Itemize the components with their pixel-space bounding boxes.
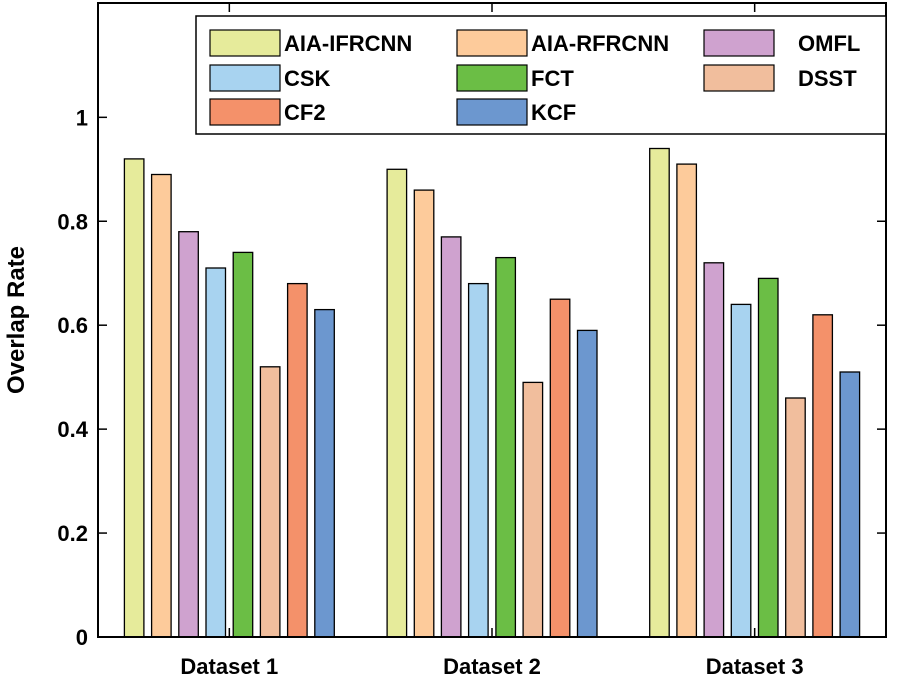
bar-cf2-dataset-1 bbox=[286, 282, 308, 638]
legend-label-kcf: KCF bbox=[531, 100, 576, 125]
bar-omfl-dataset-2 bbox=[440, 236, 462, 638]
y-tick-label: 1 bbox=[76, 105, 88, 130]
legend-label-aia-ifrcnn: AIA-IFRCNN bbox=[284, 31, 412, 56]
legend-label-csk: CSK bbox=[284, 66, 331, 91]
y-axis-label: Overlap Rate bbox=[3, 246, 30, 394]
bar-aia-rfrcnn-dataset-3 bbox=[676, 163, 698, 638]
bar-aia-rfrcnn-dataset-1 bbox=[150, 173, 172, 638]
bars-layer bbox=[123, 147, 861, 638]
legend-swatch-omfl bbox=[703, 29, 775, 57]
x-axis-ticks: Dataset 1 Dataset 2 Dataset 3 bbox=[180, 3, 804, 679]
bar-aia-ifrcnn-dataset-1 bbox=[123, 158, 145, 638]
y-tick-label: 0.2 bbox=[57, 521, 88, 546]
legend-swatch-kcf bbox=[456, 98, 528, 126]
y-axis-ticks: 0 0.2 0.4 0.6 0.8 1 bbox=[57, 105, 886, 650]
legend-label-omfl: OMFL bbox=[798, 31, 860, 56]
bar-dsst-dataset-2 bbox=[522, 381, 544, 638]
bar-kcf-dataset-3 bbox=[839, 371, 861, 638]
bar-dsst-dataset-1 bbox=[259, 366, 281, 638]
bar-aia-ifrcnn-dataset-3 bbox=[649, 147, 670, 638]
legend-swatch-cf2 bbox=[209, 98, 281, 126]
y-tick-label: 0.4 bbox=[57, 417, 88, 442]
legend-label-fct: FCT bbox=[531, 66, 574, 91]
y-tick-label: 0.6 bbox=[57, 313, 88, 338]
bar-csk-dataset-2 bbox=[467, 282, 489, 638]
legend-swatch-aia-ifrcnn bbox=[209, 29, 281, 57]
bar-kcf-dataset-1 bbox=[314, 308, 335, 638]
bar-kcf-dataset-2 bbox=[576, 329, 598, 638]
bar-aia-ifrcnn-dataset-2 bbox=[386, 168, 408, 638]
legend: AIA-IFRCNN AIA-RFRCNN OMFL CSK FCT DSST CF2 KCF bbox=[195, 15, 887, 135]
bar-dsst-dataset-3 bbox=[785, 397, 806, 638]
x-tick-label: Dataset 2 bbox=[443, 654, 541, 679]
legend-swatch-aia-rfrcnn bbox=[456, 29, 528, 57]
y-tick-label: 0.8 bbox=[57, 209, 88, 234]
bar-fct-dataset-2 bbox=[495, 256, 517, 638]
y-tick-label: 0 bbox=[76, 625, 88, 650]
bar-omfl-dataset-1 bbox=[178, 231, 199, 638]
legend-label-dsst: DSST bbox=[798, 66, 857, 91]
bar-cf2-dataset-2 bbox=[549, 298, 571, 638]
x-tick-label: Dataset 3 bbox=[706, 654, 804, 679]
bar-fct-dataset-1 bbox=[232, 251, 254, 638]
bar-csk-dataset-3 bbox=[730, 303, 752, 638]
legend-swatch-csk bbox=[209, 64, 281, 92]
bar-fct-dataset-3 bbox=[757, 277, 779, 638]
x-tick-label: Dataset 1 bbox=[180, 654, 278, 679]
bar-cf2-dataset-3 bbox=[812, 314, 834, 638]
legend-swatch-dsst bbox=[703, 64, 775, 92]
legend-label-aia-rfrcnn: AIA-RFRCNN bbox=[531, 31, 669, 56]
bar-omfl-dataset-3 bbox=[703, 262, 725, 638]
bar-aia-rfrcnn-dataset-2 bbox=[413, 189, 435, 638]
legend-swatch-fct bbox=[456, 64, 528, 92]
legend-label-cf2: CF2 bbox=[284, 100, 326, 125]
bar-csk-dataset-1 bbox=[205, 267, 227, 638]
